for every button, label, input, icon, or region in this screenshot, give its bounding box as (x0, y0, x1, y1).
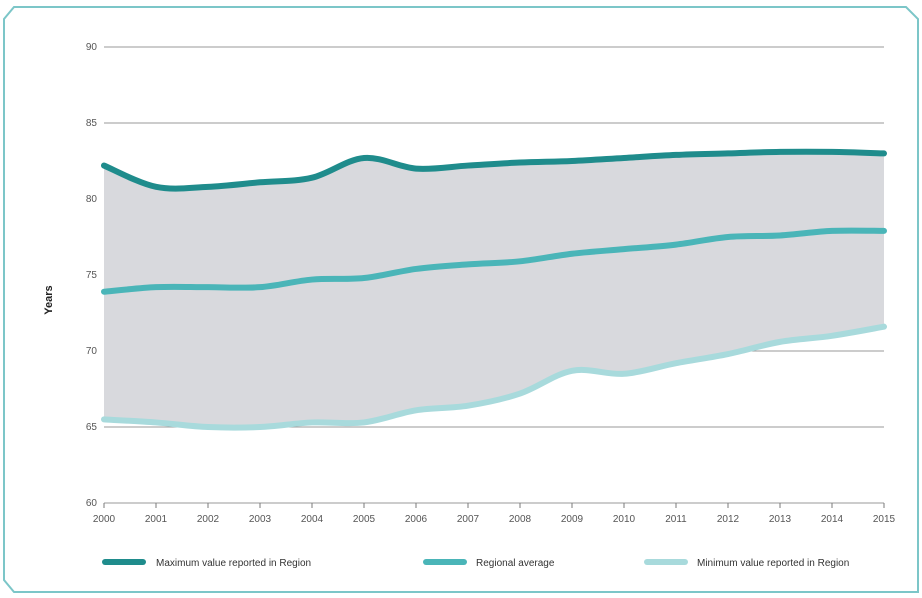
x-tick-label: 2002 (197, 514, 220, 525)
x-tick-label: 2005 (353, 514, 376, 525)
y-tick-label: 80 (86, 194, 98, 205)
legend-label: Minimum value reported in Region (697, 558, 849, 569)
y-tick-label: 85 (86, 118, 98, 129)
x-tick-label: 2013 (769, 514, 792, 525)
series-line-2 (101, 323, 887, 431)
x-tick-label: 2001 (145, 514, 168, 525)
x-tick-label: 2009 (561, 514, 584, 525)
series-line-1 (101, 227, 887, 295)
axes: 60 65 70 75 80 85 90 2000 2001 2002 2003 2004 2005 20… (86, 42, 896, 525)
y-tick-label: 60 (86, 498, 98, 509)
x-tick-label: 2003 (249, 514, 272, 525)
x-tick-label: 2004 (301, 514, 324, 525)
legend-label: Regional average (476, 558, 555, 569)
series-lines (101, 148, 887, 431)
y-tick-label: 75 (86, 270, 98, 281)
series-line-0 (101, 148, 887, 192)
x-tick-label: 2011 (665, 514, 687, 525)
x-tick-label: 2015 (873, 514, 896, 525)
chart-border (3, 6, 919, 593)
legend: Maximum value reported in Region Regional… (102, 558, 849, 569)
y-tick-label: 90 (86, 42, 98, 53)
legend-label: Maximum value reported in Region (156, 558, 311, 569)
x-tick-label: 2007 (457, 514, 480, 525)
x-tick-label: 2014 (821, 514, 844, 525)
x-tick-label: 2008 (509, 514, 532, 525)
y-axis-label: Years (43, 285, 55, 314)
x-tick-label: 2010 (613, 514, 636, 525)
y-tick-label: 65 (86, 422, 98, 433)
y-tick-label: 70 (86, 346, 98, 357)
x-tick-label: 2006 (405, 514, 428, 525)
x-tick-label: 2012 (717, 514, 740, 525)
x-tick-label: 2000 (93, 514, 116, 525)
